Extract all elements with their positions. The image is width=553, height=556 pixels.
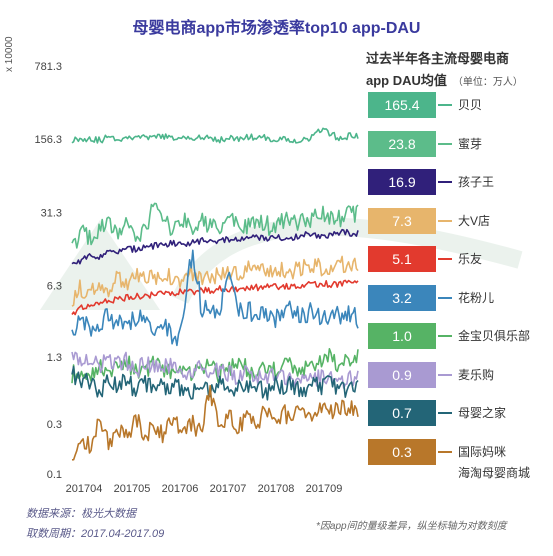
legend-series-name: 国际妈咪 海淘母婴商城 [458,444,531,480]
series-line-6 [71,249,359,347]
legend-average-value: 16.9 [368,169,436,195]
legend-series-name: 蜜芽 [458,136,483,151]
x-tick-label: 201704 [66,483,103,495]
legend-line-swatch [438,373,452,376]
y-tick-label: 6.3 [47,280,62,292]
series-line-9 [71,365,359,401]
legend-title-line1: 过去半年各主流母婴电商 [366,51,510,66]
y-tick-label: 0.1 [47,469,62,481]
legend-line-swatch [438,335,452,337]
legend-line-swatch [438,296,452,299]
legend-average-value: 1.0 [368,323,436,349]
legend-title: 过去半年各主流母婴电商 app DAU均值 （单位：万人） [366,48,551,94]
legend-line-swatch [438,258,452,260]
x-tick-label: 201708 [258,483,295,495]
y-tick-label: 0.3 [47,419,62,431]
series-line-8 [71,351,359,389]
x-tick-label: 201709 [306,483,343,495]
legend-line-swatch [438,142,452,145]
legend-average-value: 7.3 [368,207,436,234]
y-tick-label: 1.3 [47,352,62,364]
footer-source: 数据来源：极光大数据 [26,508,136,520]
series-line-1 [71,127,359,144]
legend-series-name: 花粉儿 [458,290,495,305]
legend-series-name: 金宝贝俱乐部 [458,329,531,343]
legend-average-value: 165.4 [368,92,436,118]
legend-series-name: 乐友 [458,252,483,266]
y-tick-label: 156.3 [34,134,62,146]
legend-average-value: 3.2 [368,284,436,311]
legend-line-swatch [438,450,452,453]
legend-series-name: 母婴之家 [458,406,507,420]
legend-average-value: 0.3 [368,438,436,465]
legend-average-value: 5.1 [368,246,436,272]
legend-unit: （单位：万人） [452,77,523,88]
y-tick-label: 31.3 [41,207,62,219]
legend-average-value: 23.8 [368,130,436,157]
x-tick-label: 201706 [162,483,199,495]
chart-title: 母婴电商app市场渗透率top10 app-DAU [132,20,421,37]
legend-line-swatch [438,219,452,222]
legend-line-swatch [438,412,452,414]
footer-period: 取数周期：2017.04-2017.09 [26,528,165,540]
series-line-5 [71,279,359,316]
legend-line-swatch [438,104,452,106]
footer-left: 数据来源：极光大数据 取数周期：2017.04-2017.09 [26,504,164,544]
series-line-10 [71,384,359,461]
y-tick-label: 781.3 [34,61,62,73]
legend-title-line2: app DAU均值 [366,73,447,88]
x-tick-label: 201705 [114,483,151,495]
legend-series-name: 大V店 [458,213,491,228]
series-line-3 [71,228,359,265]
series-line-4 [71,255,359,307]
x-tick-label: 201707 [210,483,247,495]
legend-line-swatch [438,181,452,183]
series-line-2 [71,202,359,249]
series-line-7 [71,347,359,384]
legend-series-name: 麦乐购 [458,367,495,382]
legend-series-name: 孩子王 [458,175,495,189]
legend-series-name: 贝贝 [458,98,483,112]
footer-note: *因app间的量级差异，纵坐标轴为对数刻度 [316,521,507,532]
legend-average-value: 0.9 [368,361,436,388]
legend-average-value: 0.7 [368,400,436,426]
